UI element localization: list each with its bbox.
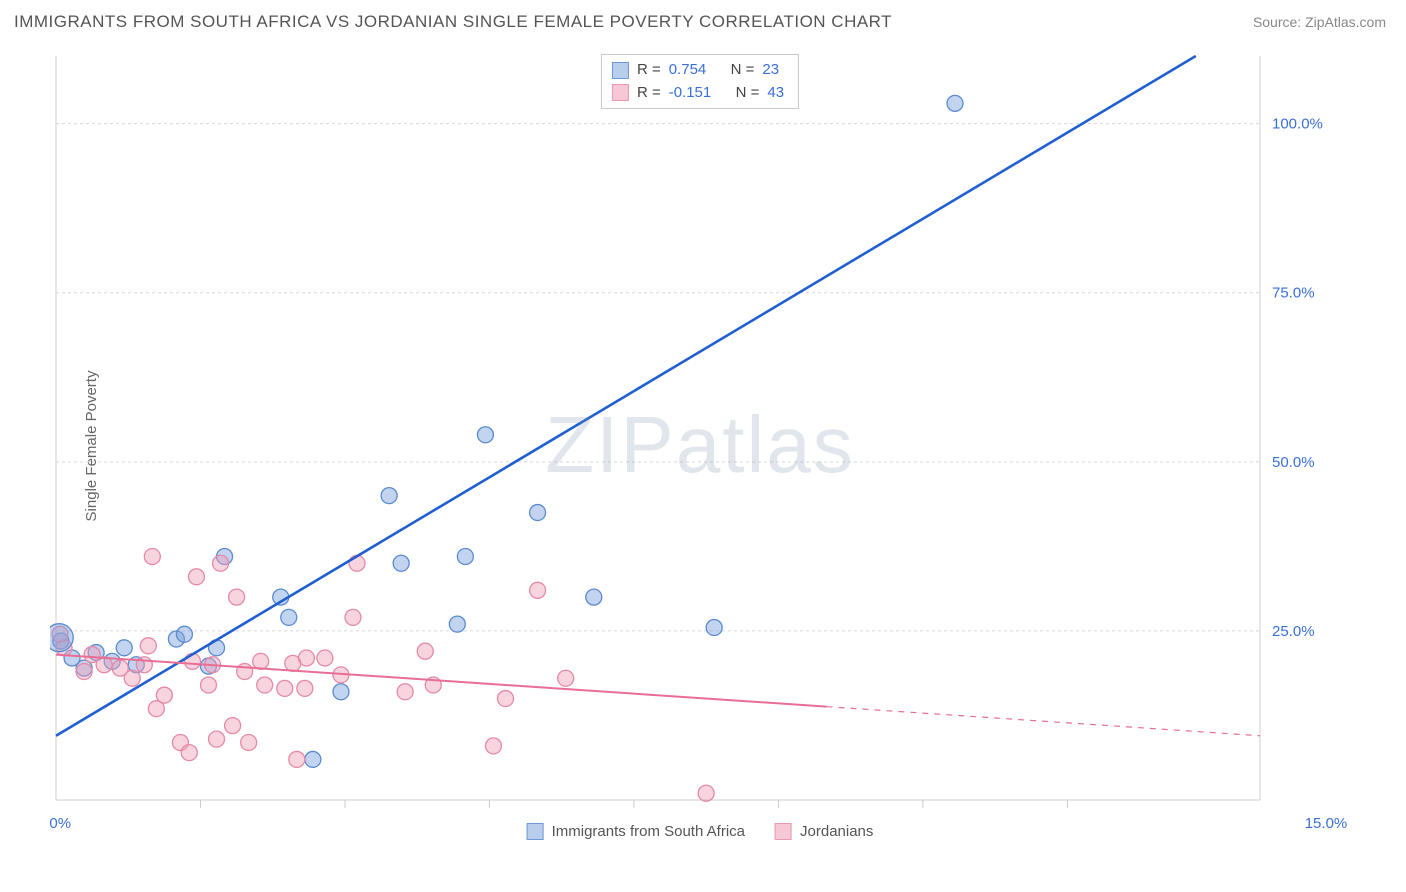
swatch-south-africa-icon [612,62,629,79]
svg-text:75.0%: 75.0% [1272,285,1315,302]
swatch-jordanians-icon [612,84,629,101]
source-prefix: Source: [1253,14,1305,30]
svg-text:25.0%: 25.0% [1272,623,1315,640]
svg-text:50.0%: 50.0% [1272,454,1315,471]
series-legend: Immigrants from South Africa Jordanians [527,823,874,840]
n-value: 43 [767,82,784,105]
legend-row-south-africa: R = 0.754 N = 23 [612,59,784,82]
svg-text:100.0%: 100.0% [1272,116,1323,133]
scatter-chart: 25.0% 50.0% 75.0% 100.0% 0.0% 15.0% [50,50,1350,840]
r-value: -0.151 [669,82,712,105]
source-name: ZipAtlas.com [1305,14,1386,30]
header: IMMIGRANTS FROM SOUTH AFRICA VS JORDANIA… [14,12,1386,38]
legend-item-jordanians: Jordanians [775,823,873,840]
correlation-legend: R = 0.754 N = 23 R = -0.151 N = 43 [601,54,799,109]
legend-label: Jordanians [800,823,873,840]
r-label: R = [637,82,661,105]
legend-row-jordanians: R = -0.151 N = 43 [612,82,784,105]
swatch-jordanians-icon [775,823,792,840]
svg-text:0.0%: 0.0% [50,815,71,832]
chart-title: IMMIGRANTS FROM SOUTH AFRICA VS JORDANIA… [14,12,892,31]
n-label: N = [731,59,755,82]
r-value: 0.754 [669,59,707,82]
source-label: Source: ZipAtlas.com [1253,14,1386,30]
swatch-south-africa-icon [527,823,544,840]
n-value: 23 [762,59,779,82]
svg-text:15.0%: 15.0% [1305,815,1348,832]
r-label: R = [637,59,661,82]
n-label: N = [736,82,760,105]
legend-item-south-africa: Immigrants from South Africa [527,823,745,840]
legend-label: Immigrants from South Africa [552,823,745,840]
chart-area: 25.0%50.0%75.0%100.0%0.0%15.0% ZIPatlas … [50,50,1350,840]
